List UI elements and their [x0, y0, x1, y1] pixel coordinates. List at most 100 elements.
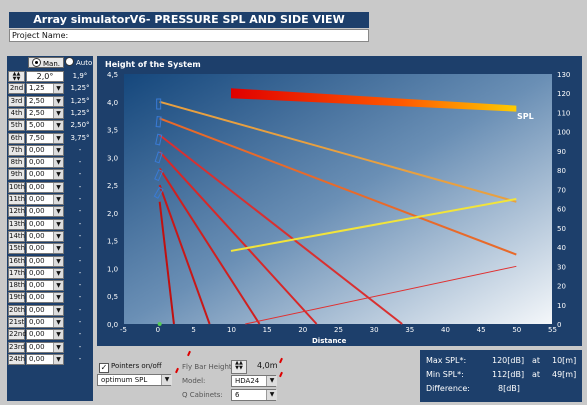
splay-value[interactable]: 0,00: [29, 342, 45, 351]
right-tick-label: 110: [557, 109, 570, 117]
splay-value[interactable]: 0,00: [29, 158, 45, 167]
splay-select[interactable]: 0,00 ▼: [26, 353, 64, 365]
splay-value[interactable]: 2,50: [29, 96, 45, 105]
chevron-down-icon[interactable]: ▼: [53, 219, 63, 229]
splay-select[interactable]: 0,00 ▼: [26, 329, 64, 341]
cabinet-shape: [154, 169, 164, 182]
row-angle: 3,75°: [70, 133, 90, 142]
chevron-down-icon[interactable]: ▼: [53, 330, 63, 340]
man-radio[interactable]: Man.: [28, 57, 64, 68]
splay-select[interactable]: 2,50 ▼: [26, 107, 64, 119]
chevron-down-icon[interactable]: ▼: [53, 121, 63, 131]
chevron-down-icon[interactable]: ▼: [53, 182, 63, 192]
optimum-value[interactable]: optimum SPL: [97, 374, 171, 386]
splay-value[interactable]: 1,25: [29, 84, 45, 93]
splay-select[interactable]: 0,00 ▼: [26, 280, 64, 292]
chevron-down-icon[interactable]: ▼: [53, 305, 63, 315]
splay-value[interactable]: 0,00: [29, 330, 45, 339]
splay-value[interactable]: 2,0°: [26, 71, 64, 82]
splay-select[interactable]: 0,00 ▼: [26, 317, 64, 328]
chevron-down-icon[interactable]: ▼: [53, 256, 63, 266]
splay-value[interactable]: 0,00: [29, 354, 45, 363]
project-name-field[interactable]: Project Name:: [9, 29, 369, 42]
splay-select[interactable]: 2,50 ▼: [26, 95, 64, 107]
chevron-down-icon[interactable]: ▼: [53, 244, 63, 254]
chevron-down-icon[interactable]: ▼: [53, 354, 63, 364]
splay-value[interactable]: 5,00: [29, 121, 45, 130]
chevron-down-icon[interactable]: ▼: [53, 84, 63, 94]
splay-value[interactable]: 0,00: [29, 293, 45, 302]
auto-radio[interactable]: Auto: [65, 57, 92, 68]
right-tick-label: 10: [557, 302, 566, 310]
cabinet-label: 15th: [8, 243, 26, 255]
splay-select[interactable]: 0,00 ▼: [26, 243, 64, 255]
splay-value[interactable]: 2,50: [29, 108, 45, 117]
splay-select[interactable]: 0,00 ▼: [26, 292, 64, 304]
cabinet-label: 11th: [8, 194, 26, 205]
chevron-down-icon[interactable]: ▼: [53, 195, 63, 204]
spin-buttons[interactable]: ▲▲ ▼▼: [8, 71, 25, 82]
splay-value[interactable]: 0,00: [29, 281, 45, 290]
right-tick-label: 90: [557, 148, 566, 156]
splay-value[interactable]: 0,00: [29, 182, 45, 191]
splay-value[interactable]: 0,00: [29, 318, 45, 326]
splay-select[interactable]: 0,00 ▼: [26, 194, 64, 205]
splay-value[interactable]: 0,00: [29, 207, 45, 216]
splay-select[interactable]: 0,00 ▼: [26, 230, 64, 242]
splay-select[interactable]: 1,25 ▼: [26, 83, 64, 95]
chevron-down-icon[interactable]: ▼: [266, 376, 277, 386]
splay-select[interactable]: 0,00 ▼: [26, 304, 64, 316]
splay-select[interactable]: 0,00 ▼: [26, 144, 64, 156]
splay-select[interactable]: 0,00 ▼: [26, 267, 64, 279]
splay-value[interactable]: 0,00: [29, 145, 45, 154]
cabinet-label: 13th: [8, 218, 26, 230]
chevron-down-icon[interactable]: ▼: [53, 133, 63, 143]
splay-value[interactable]: 0,00: [29, 219, 45, 228]
chevron-down-icon[interactable]: ▼: [161, 375, 172, 385]
splay-value[interactable]: 0,00: [29, 268, 45, 277]
cabinet-label: 7th: [8, 144, 25, 156]
splay-value[interactable]: 0,00: [29, 195, 45, 203]
chevron-down-icon[interactable]: ▼: [53, 281, 63, 291]
spin-buttons[interactable]: ▲▲ ▼▼: [231, 360, 247, 374]
min-spl-distance: 49[m]: [552, 370, 577, 379]
splay-select[interactable]: 5,00 ▼: [26, 120, 64, 132]
splay-value[interactable]: 0,00: [29, 244, 45, 253]
cabinet-label: 12th: [8, 206, 26, 218]
chevron-down-icon[interactable]: ▼: [53, 158, 63, 168]
splay-value[interactable]: 7,50: [29, 133, 45, 142]
splay-select[interactable]: 0,00 ▼: [26, 341, 64, 353]
ray-line: [159, 100, 517, 203]
chevron-down-icon[interactable]: ▼: [53, 318, 63, 327]
splay-select[interactable]: 0,00 ▼: [26, 218, 64, 230]
chevron-down-icon[interactable]: ▼: [53, 293, 63, 303]
splay-select[interactable]: 0,00 ▼: [26, 157, 64, 169]
splay-value[interactable]: 0,00: [29, 256, 45, 265]
splay-select[interactable]: 0,00 ▼: [26, 206, 64, 218]
chevron-down-icon[interactable]: ▼: [53, 170, 63, 180]
chevron-down-icon[interactable]: ▼: [266, 390, 277, 400]
chevron-down-icon[interactable]: ▼: [53, 207, 63, 217]
splay-value[interactable]: 0,00: [29, 170, 45, 179]
ray-line: [158, 184, 211, 325]
chevron-down-icon[interactable]: ▼: [53, 268, 63, 278]
row-angle: -: [78, 342, 82, 351]
cabinet-label: 23rd: [8, 341, 26, 353]
splay-select[interactable]: 0,00 ▼: [26, 181, 64, 193]
chevron-down-icon[interactable]: ▼: [53, 342, 63, 352]
splay-select[interactable]: 7,50 ▼: [26, 132, 64, 144]
chevron-down-icon[interactable]: ▼: [53, 108, 63, 118]
chevron-down-icon[interactable]: ▼: [53, 231, 63, 241]
chevron-down-icon[interactable]: ▼: [53, 145, 63, 155]
fly-bar-value[interactable]: 4,0m: [257, 361, 278, 370]
row-angle: -: [78, 244, 82, 253]
splay-select[interactable]: 0,00 ▼: [26, 169, 64, 181]
splay-select[interactable]: 0,00 ▼: [26, 255, 64, 267]
checkbox-icon[interactable]: ✓: [99, 363, 109, 373]
chevron-down-icon[interactable]: ▼: [53, 96, 63, 106]
splay-value[interactable]: 0,00: [29, 231, 45, 240]
x-tick-label: 35: [405, 326, 414, 334]
right-tick-label: 120: [557, 90, 570, 98]
row-angle: 1,25°: [70, 96, 90, 105]
splay-value[interactable]: 0,00: [29, 305, 45, 314]
